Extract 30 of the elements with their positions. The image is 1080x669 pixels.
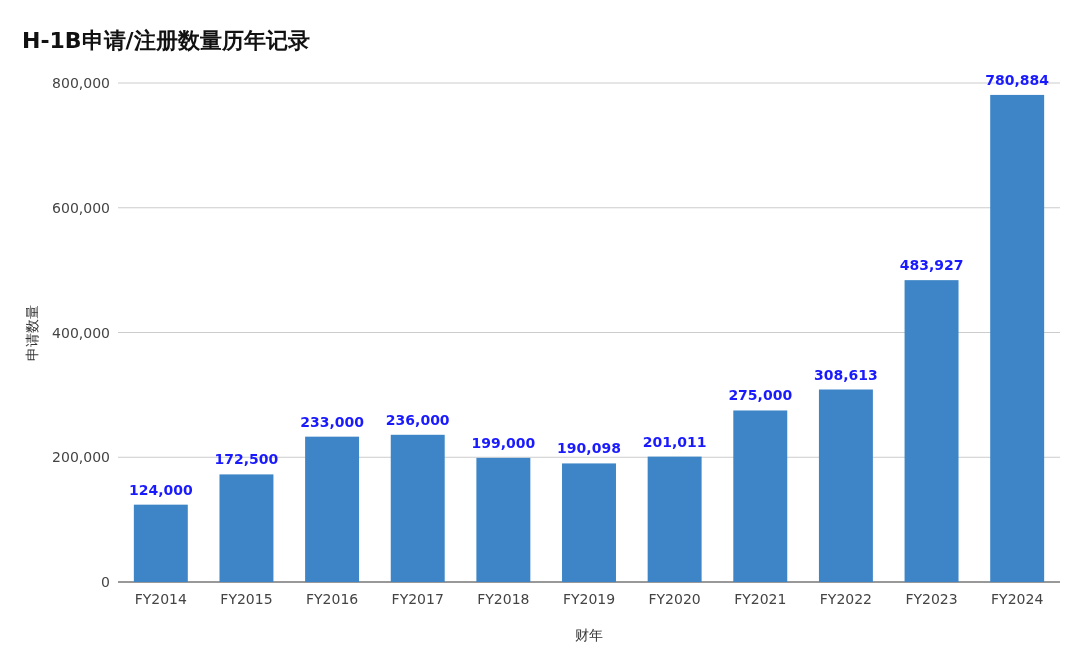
y-tick-label: 800,000 bbox=[52, 75, 110, 91]
x-tick-label: FY2016 bbox=[305, 591, 359, 607]
data-label: 233,000 bbox=[300, 413, 365, 430]
y-axis-title: 申请数量 bbox=[24, 304, 40, 361]
x-tick-label: FY2017 bbox=[391, 591, 444, 607]
data-label: 308,613 bbox=[814, 366, 878, 383]
data-label: 201,011 bbox=[642, 433, 707, 450]
y-tick-label: 200,000 bbox=[52, 449, 110, 466]
data-label: 780,884 bbox=[985, 71, 1050, 88]
x-tick-label: FY2023 bbox=[905, 591, 958, 607]
data-label: 236,000 bbox=[385, 411, 450, 428]
x-tick-label: FY2022 bbox=[819, 591, 873, 607]
y-tick-label: 600,000 bbox=[52, 199, 110, 216]
data-label: 172,500 bbox=[214, 451, 279, 468]
x-tick-label: FY2015 bbox=[220, 591, 273, 607]
data-label: 190,098 bbox=[557, 440, 621, 457]
y-tick-label: 400,000 bbox=[52, 324, 110, 341]
chart-title: H-1B申请/注册数量历年记录 bbox=[22, 28, 310, 53]
x-tick-label: FY2020 bbox=[648, 591, 701, 607]
data-label: 124,000 bbox=[128, 481, 193, 498]
y-tick-label: 0 bbox=[101, 574, 110, 590]
x-tick-label: FY2014 bbox=[134, 591, 188, 607]
data-label: 199,000 bbox=[471, 434, 536, 451]
x-tick-label: FY2018 bbox=[477, 591, 530, 607]
x-axis-title: 财年 bbox=[575, 627, 603, 643]
data-label: 275,000 bbox=[728, 387, 793, 404]
x-tick-label: FY2021 bbox=[734, 591, 787, 607]
x-tick-label: FY2019 bbox=[562, 591, 616, 607]
x-tick-label: FY2024 bbox=[991, 591, 1044, 607]
data-label: 483,927 bbox=[899, 257, 964, 274]
